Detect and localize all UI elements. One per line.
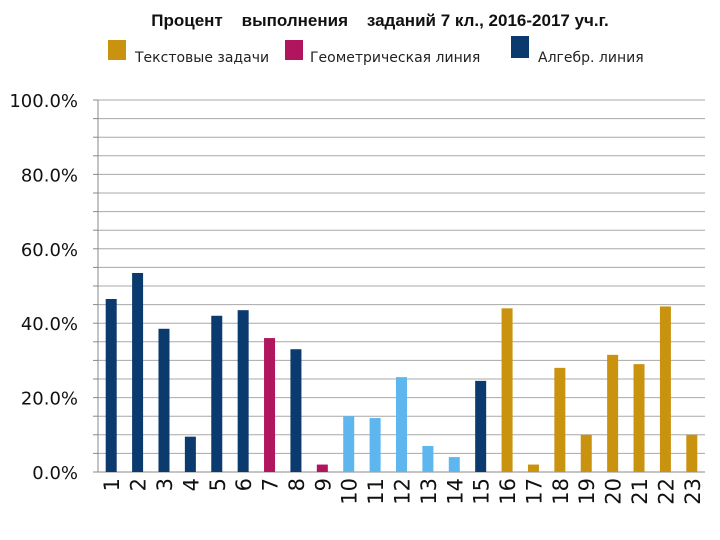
bar-11: [369, 418, 381, 472]
x-tick-label: 7: [259, 478, 283, 491]
x-tick-label: 4: [179, 478, 203, 491]
bar-13: [422, 445, 434, 472]
y-tick-label: 40.0%: [21, 314, 78, 335]
bar-16: [501, 308, 513, 472]
bar-17: [527, 464, 539, 472]
x-tick-label: 19: [575, 478, 599, 505]
x-tick-label: 12: [391, 478, 415, 505]
chart-title: Процент выполнения заданий 7 кл., 2016-2…: [151, 11, 608, 30]
x-tick-label: 9: [311, 478, 335, 491]
bar-14: [448, 457, 460, 472]
bar-3: [158, 328, 170, 472]
x-tick-label: 22: [654, 478, 678, 505]
bar-9: [316, 464, 328, 472]
x-tick-label: 14: [443, 478, 467, 505]
x-tick-label: 11: [364, 478, 388, 505]
bar-20: [607, 354, 619, 472]
bar-1: [105, 299, 117, 472]
x-tick-label: 23: [681, 478, 705, 505]
bar-19: [580, 434, 592, 472]
x-tick-label: 18: [549, 478, 573, 505]
bars: [105, 272, 698, 472]
bar-6: [237, 310, 249, 472]
legend-label-text-tasks: Текстовые задачи: [134, 50, 269, 66]
bar-4: [184, 436, 196, 472]
x-tick-label: 17: [522, 478, 546, 505]
x-tick-label: 20: [602, 478, 626, 505]
bar-8: [290, 349, 302, 472]
x-tick-label: 3: [153, 478, 177, 491]
x-tick-label: 15: [470, 478, 494, 505]
bar-5: [211, 315, 223, 472]
y-tick-label: 100.0%: [9, 91, 78, 112]
bar-15: [475, 380, 487, 472]
legend-swatch-text-tasks: [108, 40, 126, 60]
bar-23: [686, 434, 698, 472]
legend-swatch-algebra: [511, 36, 529, 58]
x-tick-labels: 1 2 3 4 5 6 7 8 9 10 11 12 13 14 15 16 17 18 19 20 21 22 23: [100, 478, 705, 505]
bar-7: [264, 338, 276, 472]
x-tick-label: 8: [285, 478, 309, 491]
x-tick-label: 5: [206, 478, 230, 491]
x-tick-label: 10: [338, 478, 362, 505]
x-tick-label: 6: [232, 478, 256, 491]
y-tick-label: 0.0%: [32, 463, 78, 484]
bar-22: [659, 306, 671, 472]
y-tick-label: 80.0%: [21, 165, 78, 186]
bar-10: [343, 416, 355, 472]
y-tick-labels: 0.0% 20.0% 40.0% 60.0% 80.0% 100.0%: [9, 91, 78, 484]
x-tick-label: 2: [127, 478, 151, 491]
legend: Текстовые задачи Геометрическая линия Ал…: [108, 36, 644, 66]
y-tick-label: 60.0%: [21, 240, 78, 261]
x-tick-label: 16: [496, 478, 520, 505]
legend-label-algebra: Алгебр. линия: [538, 50, 644, 66]
x-tick-label: 1: [100, 478, 124, 491]
y-tick-label: 20.0%: [21, 389, 78, 410]
x-tick-label: 13: [417, 478, 441, 505]
legend-swatch-geometry: [285, 40, 303, 60]
gridlines: [98, 99, 705, 454]
bar-21: [633, 364, 645, 472]
x-tick-label: 21: [628, 478, 652, 505]
bar-2: [132, 272, 144, 472]
bar-18: [554, 367, 566, 472]
bar-12: [396, 377, 407, 472]
legend-label-geometry: Геометрическая линия: [310, 50, 480, 66]
